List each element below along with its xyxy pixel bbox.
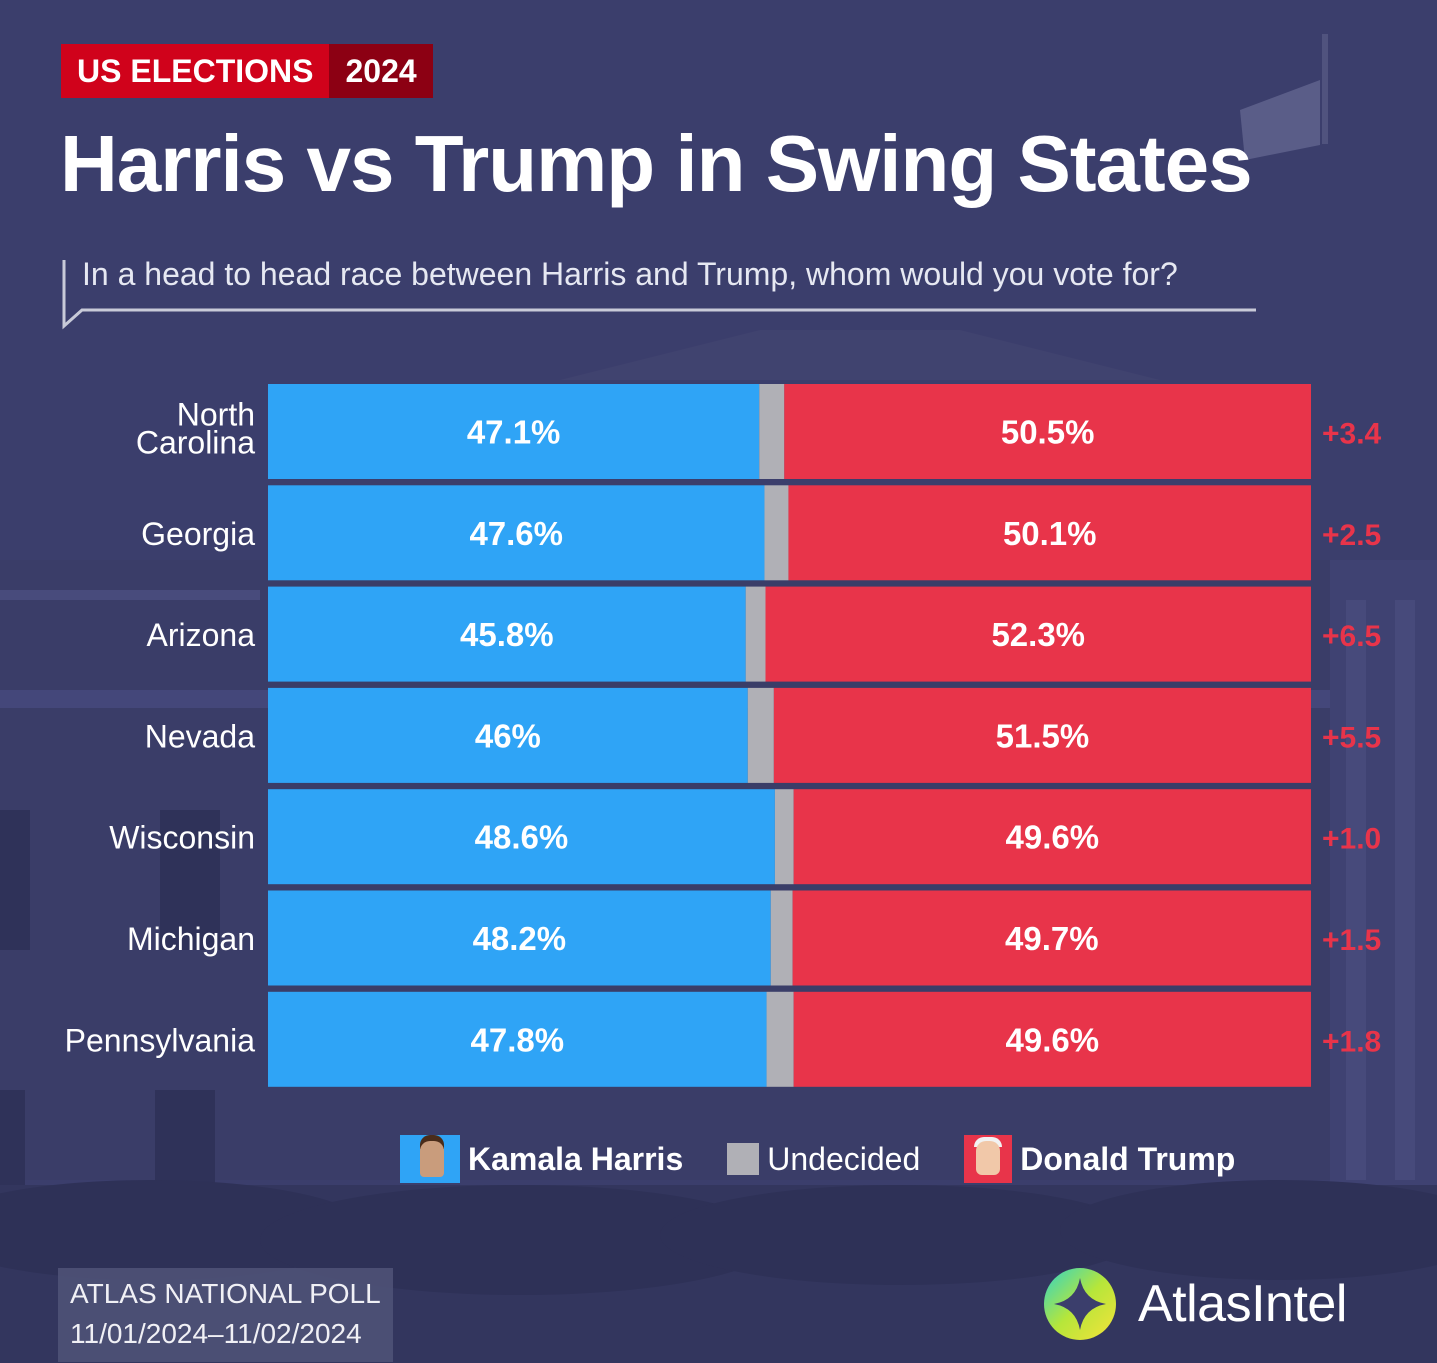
harris-photo-icon: [400, 1135, 460, 1183]
category-label-arizona: Arizona: [147, 617, 256, 653]
category-label-pennsylvania: Pennsylvania: [65, 1022, 256, 1058]
bar-harris-arizona: [268, 586, 746, 682]
bar-trump-wisconsin: [793, 789, 1311, 885]
data-label-harris-nevada: 46%: [475, 717, 541, 754]
data-label-harris-wisconsin: 48.6%: [475, 819, 569, 856]
bar-harris-georgia: [268, 485, 765, 581]
bar-harris-wisconsin: [268, 789, 775, 885]
poll-name: ATLAS NATIONAL POLL: [70, 1278, 381, 1309]
data-label-trump-north-carolina: 50.5%: [1001, 414, 1095, 451]
subtitle-bracket: [62, 260, 1256, 330]
category-label-nevada: Nevada: [145, 718, 256, 754]
data-label-trump-nevada: 51.5%: [996, 717, 1090, 754]
bar-trump-north-carolina: [784, 384, 1311, 479]
margin-label-michigan: +1.5: [1322, 924, 1381, 957]
margin-label-nevada: +5.5: [1322, 721, 1381, 754]
margin-label-wisconsin: +1.0: [1322, 823, 1381, 856]
category-label-wisconsin: Wisconsin: [109, 820, 255, 856]
legend-label-trump: Donald Trump: [1020, 1140, 1236, 1177]
data-label-trump-michigan: 49.7%: [1005, 920, 1099, 957]
chart-subtitle: In a head to head race between Harris an…: [82, 256, 1178, 292]
bar-trump-arizona: [765, 586, 1311, 682]
atlas-compass-icon: [1044, 1268, 1116, 1340]
legend: Kamala Harris Undecided Donald Trump: [400, 1134, 1279, 1184]
atlasintel-logo: AtlasIntel: [1040, 1264, 1347, 1344]
bar-harris-pennsylvania: [268, 991, 767, 1087]
bar-trump-pennsylvania: [793, 991, 1311, 1087]
data-label-trump-pennsylvania: 49.6%: [1006, 1021, 1100, 1058]
bar-trump-georgia: [788, 485, 1311, 581]
logo-name: AtlasIntel: [1138, 1275, 1347, 1333]
poll-source: ATLAS NATIONAL POLL 11/01/2024–11/02/202…: [58, 1268, 393, 1362]
legend-item-harris: Kamala Harris: [400, 1135, 683, 1183]
legend-item-trump: Donald Trump: [964, 1135, 1235, 1183]
bar-trump-nevada: [773, 687, 1311, 783]
bar-undecided-wisconsin: [774, 789, 794, 885]
data-label-trump-wisconsin: 49.6%: [1006, 819, 1100, 856]
data-label-harris-north-carolina: 47.1%: [467, 414, 561, 451]
category-label-michigan: Michigan: [127, 921, 255, 957]
bar-trump-michigan: [792, 890, 1311, 986]
legend-label-harris: Kamala Harris: [468, 1140, 684, 1177]
data-label-trump-georgia: 50.1%: [1003, 515, 1097, 552]
bar-undecided-pennsylvania: [766, 991, 794, 1087]
category-label-georgia: Georgia: [141, 516, 255, 552]
bar-undecided-georgia: [764, 485, 789, 581]
undecided-swatch: [727, 1143, 760, 1175]
badge-year: 2024: [329, 44, 433, 98]
data-label-harris-michigan: 48.2%: [473, 920, 567, 957]
chart-title: Harris vs Trump in Swing States: [60, 119, 1253, 208]
bar-harris-michigan: [268, 890, 771, 986]
category-label-north-carolina-line2: Carolina: [136, 425, 255, 461]
data-label-harris-pennsylvania: 47.8%: [470, 1021, 564, 1058]
category-label-north-carolina-line1: North: [177, 397, 255, 433]
poll-dates: 11/01/2024–11/02/2024: [70, 1318, 362, 1349]
data-label-trump-arizona: 52.3%: [991, 616, 1085, 653]
bar-undecided-nevada: [747, 687, 774, 783]
bar-undecided-north-carolina: [759, 384, 785, 479]
bar-undecided-arizona: [745, 586, 766, 682]
legend-item-undecided: Undecided: [727, 1141, 920, 1178]
margin-label-pennsylvania: +1.8: [1322, 1025, 1381, 1058]
margin-label-arizona: +6.5: [1322, 620, 1381, 653]
bar-undecided-michigan: [770, 890, 793, 986]
badge-label: US ELECTIONS: [61, 44, 330, 98]
data-label-harris-arizona: 45.8%: [460, 616, 554, 653]
margin-label-georgia: +2.5: [1322, 519, 1381, 552]
legend-label-undecided: Undecided: [767, 1140, 921, 1177]
bar-harris-nevada: [268, 687, 748, 783]
bar-harris-north-carolina: [268, 384, 760, 479]
trump-photo-icon: [964, 1135, 1013, 1183]
election-badge: US ELECTIONS 2024: [61, 44, 433, 98]
data-label-harris-georgia: 47.6%: [469, 515, 563, 552]
margin-label-north-carolina: +3.4: [1322, 418, 1382, 451]
